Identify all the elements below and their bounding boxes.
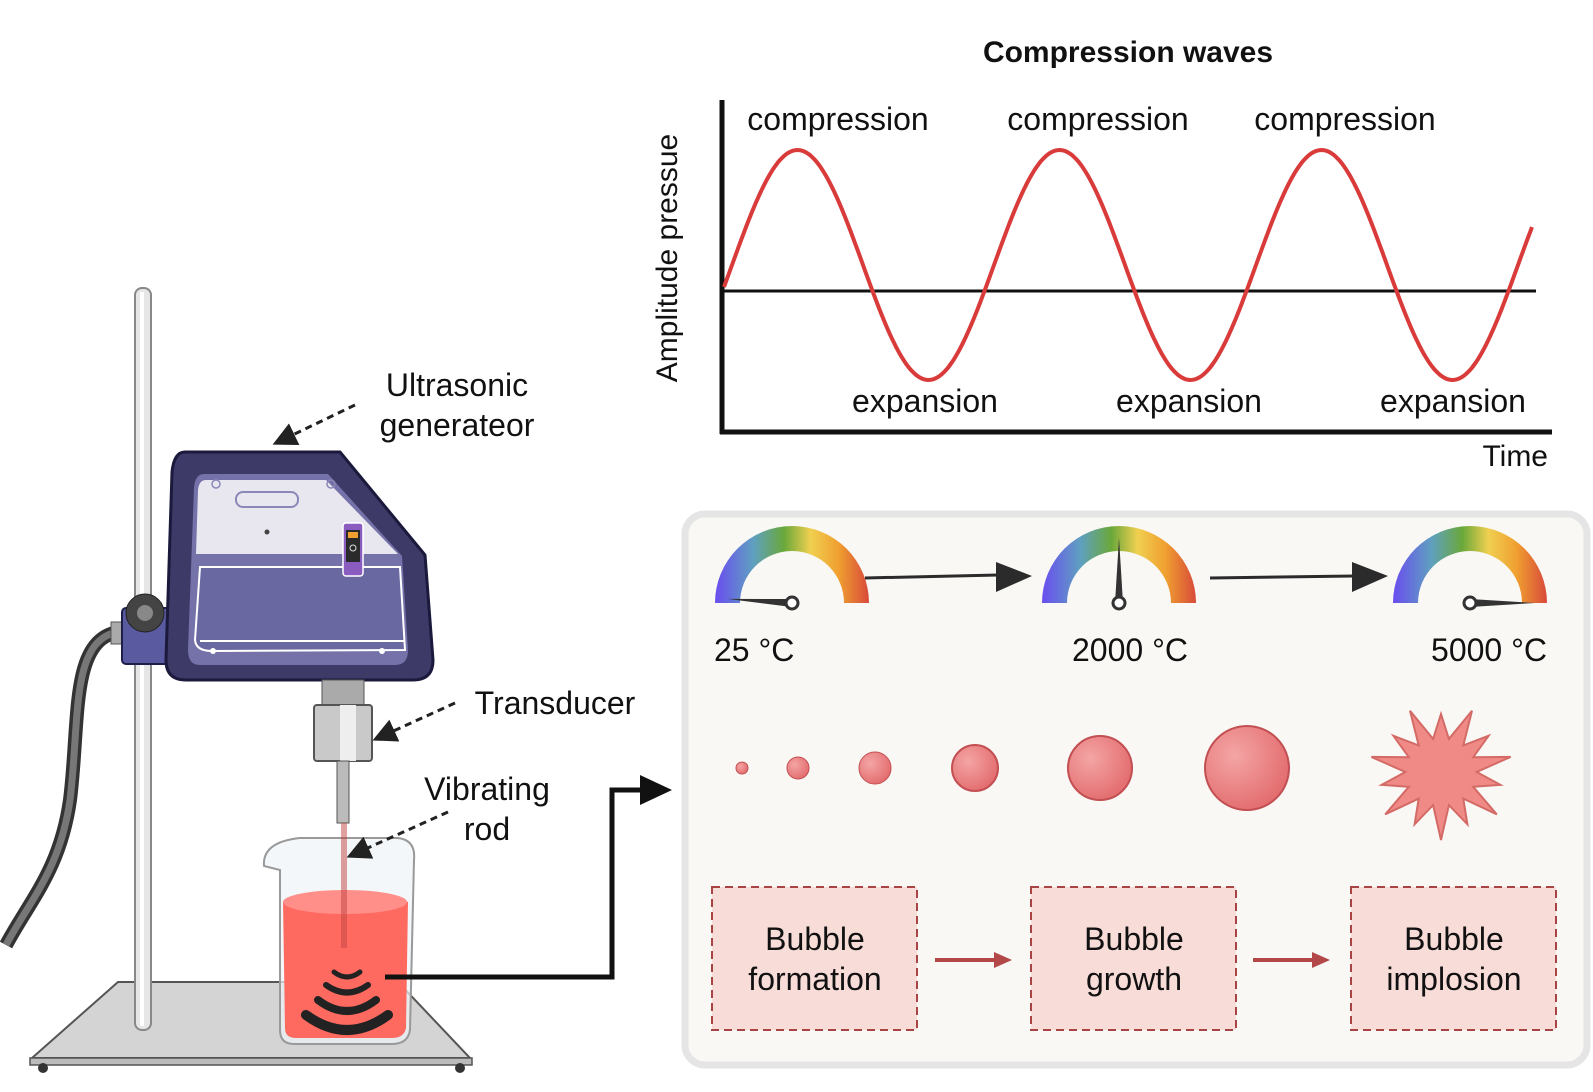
- compression-label: compression: [1254, 101, 1435, 137]
- stage-label: Bubble: [765, 921, 865, 957]
- gauge-needle: [727, 598, 793, 607]
- thermometer-gauge-icon: [715, 526, 869, 611]
- bubble: [1067, 735, 1133, 801]
- gauge-hub: [784, 595, 800, 611]
- cavitation-panel: 25 °C 2000 °C 5000 °C Bubble formation B…: [681, 510, 1591, 1069]
- compression-label: compression: [1007, 101, 1188, 137]
- bubble-implosion-icon: [1370, 710, 1512, 841]
- chart-title: Compression waves: [983, 36, 1273, 69]
- bubble: [735, 761, 749, 775]
- bubble: [951, 744, 999, 792]
- y-axis-label: Amplitude pressue: [651, 134, 684, 382]
- temperature-label: 5000 °C: [1431, 632, 1547, 668]
- pressure-wave-line: [722, 147, 1534, 383]
- stage-label: formation: [748, 961, 881, 997]
- thermometer-gauge-icon: [1042, 526, 1196, 611]
- power-cable: [0, 625, 120, 949]
- gauge-hub: [1462, 595, 1478, 611]
- sonicator-apparatus: Ultrasonic generateor Transducer Vibrati…: [0, 287, 672, 1073]
- generator-pointer-arrow: [272, 403, 356, 446]
- gauge-arrow: [864, 573, 999, 580]
- stage-label: growth: [1086, 961, 1182, 997]
- transducer-neck: [321, 679, 365, 706]
- generator-label-line2: generateor: [380, 407, 535, 443]
- stage-label: Bubble: [1084, 921, 1184, 957]
- gauge-hub: [1111, 595, 1127, 611]
- compression-wave-chart: Compression waves Amplitude pressue Time…: [651, 36, 1552, 473]
- bubble: [1204, 725, 1290, 811]
- rod-label-line2: rod: [464, 811, 510, 847]
- transducer-label: Transducer: [475, 685, 636, 721]
- stage-box: Bubble formation: [711, 886, 918, 1031]
- stage-label: implosion: [1386, 961, 1521, 997]
- temperature-label: 2000 °C: [1072, 632, 1188, 668]
- stage-box: Bubble implosion: [1350, 886, 1557, 1031]
- transducer-pointer-arrow: [372, 701, 456, 742]
- bubble: [786, 756, 810, 780]
- bubble: [858, 751, 892, 785]
- stage-label: Bubble: [1404, 921, 1504, 957]
- stage-box: Bubble growth: [1030, 886, 1237, 1031]
- connector-line: [385, 787, 648, 980]
- generator-label: Ultrasonic: [386, 367, 528, 403]
- rod-label: Vibrating: [424, 771, 550, 807]
- vibrating-rod: [336, 760, 350, 824]
- x-axis-label: Time: [1482, 440, 1548, 473]
- ultrasound-waves-icon: [301, 969, 393, 1035]
- expansion-label: expansion: [852, 383, 998, 419]
- gauge-arrow: [1209, 574, 1355, 580]
- thermometer-gauge-icon: [1393, 526, 1547, 611]
- gauge-needle: [1115, 538, 1123, 603]
- gauge-scale: [1042, 526, 1196, 603]
- expansion-label: expansion: [1380, 383, 1526, 419]
- bubble-sequence: [735, 725, 1290, 811]
- gauge-needle: [1470, 599, 1535, 607]
- gauge-scale: [715, 526, 869, 603]
- compression-label: compression: [747, 101, 928, 137]
- rod-pointer-arrow: [346, 810, 449, 859]
- expansion-label: expansion: [1116, 383, 1262, 419]
- connector-arrowhead: [640, 775, 672, 805]
- temperature-label: 25 °C: [714, 632, 794, 668]
- gauge-scale: [1393, 526, 1547, 603]
